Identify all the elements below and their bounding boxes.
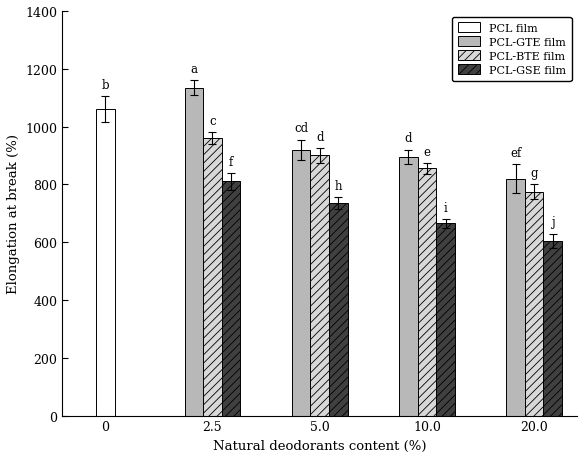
Text: c: c xyxy=(209,115,216,128)
Text: h: h xyxy=(335,180,342,193)
Bar xyxy=(506,179,525,416)
Bar xyxy=(525,192,544,416)
Legend: PCL film, PCL-GTE film, PCL-BTE film, PCL-GSE film: PCL film, PCL-GTE film, PCL-BTE film, PC… xyxy=(452,17,572,82)
Text: j: j xyxy=(551,216,555,229)
Bar xyxy=(329,204,347,416)
Bar xyxy=(222,182,241,416)
Text: g: g xyxy=(530,167,538,180)
Bar xyxy=(203,139,222,416)
X-axis label: Natural deodorants content (%): Natural deodorants content (%) xyxy=(213,439,426,452)
Text: f: f xyxy=(229,155,233,168)
Bar xyxy=(418,169,436,416)
Text: b: b xyxy=(102,79,109,92)
Bar xyxy=(292,151,311,416)
Y-axis label: Elongation at break (%): Elongation at break (%) xyxy=(7,134,20,294)
Text: i: i xyxy=(444,202,447,214)
Bar xyxy=(436,224,455,416)
Bar xyxy=(399,157,418,416)
Bar xyxy=(311,156,329,416)
Text: cd: cd xyxy=(294,122,308,135)
Text: a: a xyxy=(190,63,197,76)
Text: d: d xyxy=(405,132,412,145)
Text: d: d xyxy=(316,131,324,144)
Bar xyxy=(185,88,203,416)
Bar xyxy=(544,241,562,416)
Text: ef: ef xyxy=(510,146,521,160)
Bar xyxy=(96,110,114,416)
Text: e: e xyxy=(423,145,430,158)
